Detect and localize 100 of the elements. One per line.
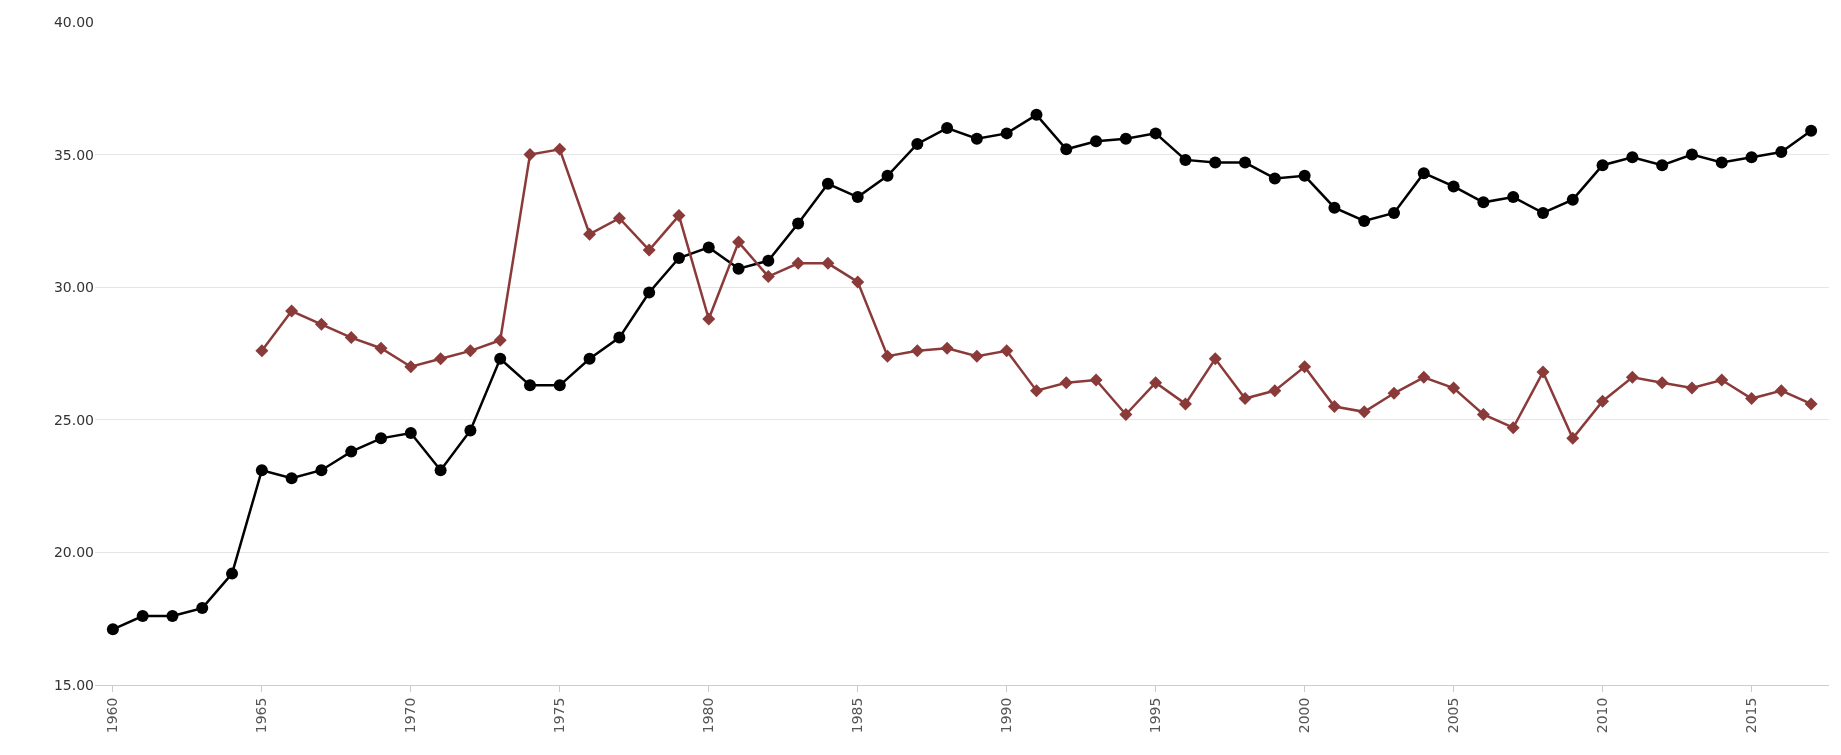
point — [702, 312, 716, 326]
point — [314, 317, 328, 331]
point — [1149, 376, 1163, 390]
point — [434, 352, 448, 366]
point — [1060, 143, 1073, 156]
point — [1090, 135, 1103, 148]
point — [672, 252, 685, 265]
point — [315, 464, 328, 477]
x-tick-label: 2005 — [1445, 697, 1462, 734]
point — [1388, 206, 1401, 219]
point — [255, 344, 269, 358]
point — [762, 254, 775, 267]
point — [404, 427, 417, 440]
point — [1685, 381, 1699, 395]
x-tick-label: 1980 — [700, 697, 717, 734]
point — [1596, 394, 1610, 408]
point — [792, 217, 805, 230]
point — [255, 464, 268, 477]
point — [1179, 153, 1192, 166]
x-tick-label: 2000 — [1296, 697, 1313, 734]
point — [374, 341, 388, 355]
point — [940, 341, 954, 355]
point — [1566, 431, 1580, 445]
point — [1298, 169, 1311, 182]
point — [1447, 180, 1460, 193]
point — [821, 256, 835, 270]
point — [553, 379, 566, 392]
point — [1298, 360, 1312, 374]
point — [1059, 376, 1073, 390]
x-tick-label: 1965 — [253, 697, 270, 734]
point — [1417, 167, 1430, 180]
point — [1239, 156, 1252, 169]
point — [941, 122, 954, 135]
point — [404, 360, 418, 374]
point — [643, 286, 656, 299]
point — [1000, 127, 1013, 140]
x-tick-label: 2015 — [1743, 697, 1760, 734]
point — [911, 137, 924, 150]
point — [702, 241, 715, 254]
point — [494, 352, 507, 365]
point — [1417, 370, 1431, 384]
point — [1596, 159, 1609, 172]
point — [1745, 151, 1758, 164]
point — [1715, 156, 1728, 169]
x-tick-label: 1960 — [104, 697, 121, 734]
point — [761, 270, 775, 284]
point — [285, 304, 299, 318]
point — [1209, 156, 1222, 169]
point — [1030, 108, 1043, 121]
point — [106, 623, 119, 636]
point — [196, 602, 209, 615]
point — [375, 432, 388, 445]
point — [1387, 386, 1401, 400]
point — [1029, 384, 1043, 398]
point — [524, 379, 536, 392]
point — [1268, 384, 1282, 398]
point — [881, 169, 894, 182]
y-tick-label: 35.00 — [53, 146, 94, 163]
point — [970, 349, 984, 363]
point — [1268, 172, 1281, 185]
point — [1507, 191, 1520, 204]
point — [493, 333, 507, 347]
point — [1357, 405, 1371, 419]
point — [1477, 196, 1490, 209]
point — [583, 227, 597, 241]
point — [1178, 397, 1192, 411]
point — [613, 331, 626, 344]
point — [1655, 376, 1669, 390]
point — [1238, 392, 1252, 406]
point — [1536, 365, 1550, 379]
point — [166, 610, 179, 623]
point — [881, 349, 895, 363]
x-tick-label: 1985 — [849, 697, 866, 734]
point — [1327, 400, 1341, 414]
point — [1476, 408, 1490, 421]
point — [1626, 151, 1639, 164]
point — [1805, 124, 1818, 137]
point — [1208, 352, 1222, 366]
point — [1625, 370, 1639, 384]
point — [1685, 148, 1698, 161]
point — [851, 191, 864, 204]
point — [910, 344, 924, 358]
point — [1536, 206, 1549, 219]
point — [1358, 214, 1371, 227]
point — [732, 235, 746, 249]
point — [1000, 344, 1014, 358]
point — [970, 132, 983, 145]
point — [285, 472, 298, 485]
point — [553, 142, 567, 156]
y-tick-label: 15.00 — [53, 676, 94, 693]
point — [1774, 384, 1788, 398]
point — [226, 567, 239, 580]
point — [434, 464, 447, 477]
point — [344, 331, 358, 345]
point — [672, 209, 686, 223]
x-tick-label: 1975 — [551, 697, 568, 734]
point — [345, 445, 358, 458]
point — [1506, 421, 1520, 435]
point — [464, 424, 477, 437]
point — [1089, 373, 1103, 387]
